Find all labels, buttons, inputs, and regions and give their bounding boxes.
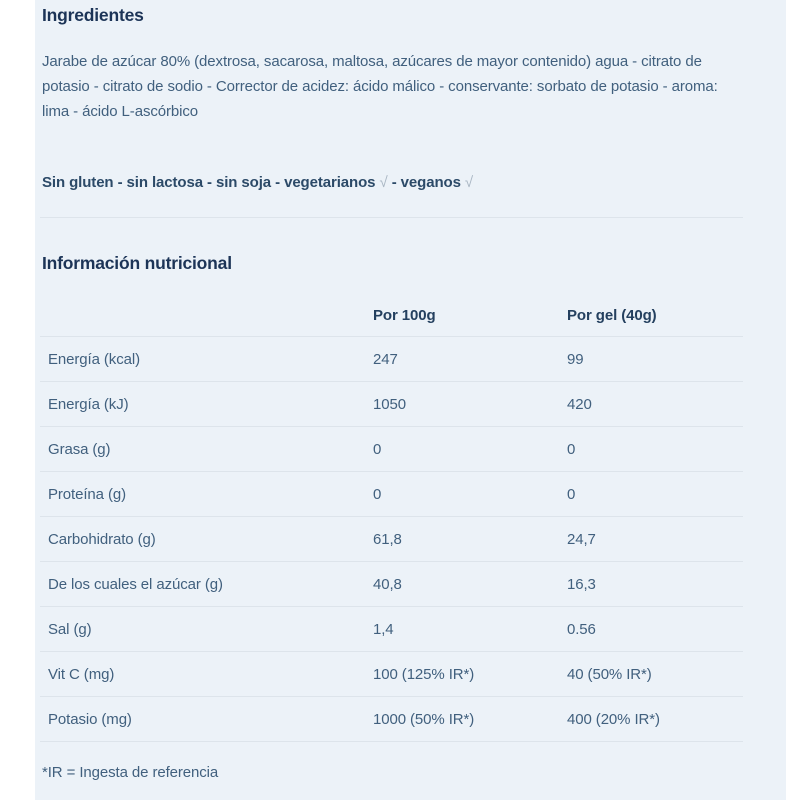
row-value-gel: 0.56: [567, 620, 596, 638]
table-row: Potasio (mg) 1000 (50% IR*) 400 (20% IR*…: [40, 697, 743, 742]
nutrition-info-panel: Ingredientes Jarabe de azúcar 80% (dextr…: [35, 0, 786, 800]
row-value-100g: 0: [373, 440, 382, 458]
vegetarian-check-icon: √: [379, 174, 388, 191]
table-row: Vit C (mg) 100 (125% IR*) 40 (50% IR*): [40, 652, 743, 697]
row-label: Vit C (mg): [48, 665, 115, 683]
row-value-100g: 1,4: [373, 620, 394, 638]
row-value-100g: 0: [373, 485, 382, 503]
row-value-100g: 100 (125% IR*): [373, 665, 475, 683]
table-header-row: Por 100g Por gel (40g): [40, 274, 743, 337]
row-value-100g: 1000 (50% IR*): [373, 710, 475, 728]
section-divider: [40, 217, 743, 218]
nutrition-title: Información nutricional: [42, 253, 232, 273]
reference-intake-footnote: *IR = Ingesta de referencia: [42, 764, 219, 781]
claims-text-1: Sin gluten - sin lactosa - sin soja - ve…: [42, 174, 376, 191]
table-row: Energía (kcal) 247 99: [40, 337, 743, 382]
vegan-check-icon: √: [464, 174, 474, 191]
row-label: Grasa (g): [48, 440, 111, 458]
row-value-gel: 40 (50% IR*): [567, 665, 652, 683]
row-label: Carbohidrato (g): [48, 530, 156, 548]
row-value-100g: 247: [373, 350, 398, 368]
row-value-gel: 24,7: [567, 530, 596, 548]
table-row: Carbohidrato (g) 61,8 24,7: [40, 517, 743, 562]
row-label: Proteína (g): [48, 485, 127, 503]
row-value-gel: 400 (20% IR*): [567, 710, 660, 728]
row-value-gel: 0: [567, 440, 576, 458]
row-label: Sal (g): [48, 620, 92, 638]
row-value-gel: 99: [567, 350, 584, 368]
table-row: De los cuales el azúcar (g) 40,8 16,3: [40, 562, 743, 607]
row-label: Energía (kcal): [48, 350, 140, 368]
table-row: Proteína (g) 0 0: [40, 472, 743, 517]
ingredients-title: Ingredientes: [42, 5, 144, 25]
row-label: Energía (kJ): [48, 395, 129, 413]
header-per-100g: Por 100g: [373, 307, 436, 324]
table-row: Sal (g) 1,4 0.56: [40, 607, 743, 652]
row-value-100g: 61,8: [373, 530, 402, 548]
table-row: Grasa (g) 0 0: [40, 427, 743, 472]
row-value-gel: 16,3: [567, 575, 596, 593]
row-value-gel: 420: [567, 395, 592, 413]
table-row: Energía (kJ) 1050 420: [40, 382, 743, 427]
ingredients-text: Jarabe de azúcar 80% (dextrosa, sacarosa…: [42, 53, 718, 120]
content-area: Ingredientes Jarabe de azúcar 80% (dextr…: [40, 0, 743, 785]
dietary-claims: Sin gluten - sin lactosa - sin soja - ve…: [40, 170, 743, 195]
claims-text-2: - veganos: [391, 174, 461, 191]
header-per-gel: Por gel (40g): [567, 307, 657, 324]
row-label: De los cuales el azúcar (g): [48, 575, 223, 593]
nutrition-table: Por 100g Por gel (40g) Energía (kcal) 24…: [40, 274, 743, 742]
row-label: Potasio (mg): [48, 710, 132, 728]
row-value-gel: 0: [567, 485, 576, 503]
row-value-100g: 40,8: [373, 575, 402, 593]
row-value-100g: 1050: [373, 395, 406, 413]
